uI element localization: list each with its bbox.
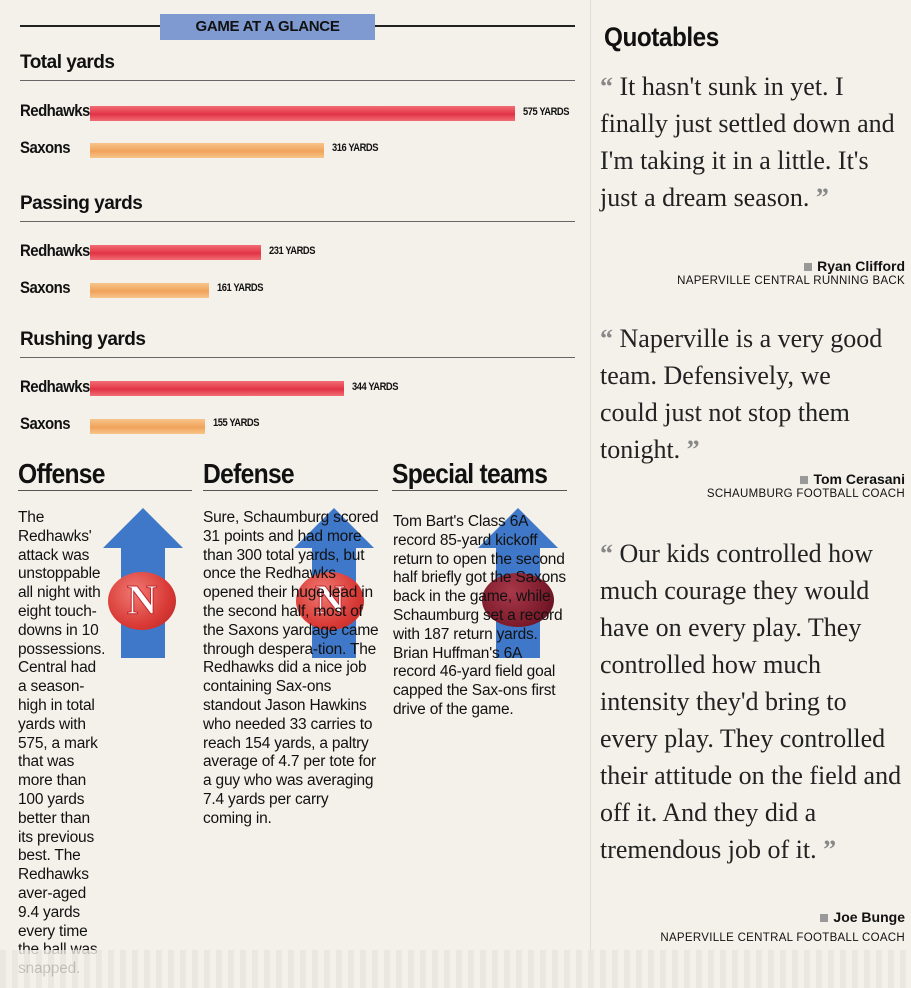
defense-rule: [203, 490, 378, 491]
speaker-name: Tom Cerasani: [800, 471, 905, 487]
speaker-name-text: Ryan Clifford: [817, 258, 905, 274]
open-quote-mark: “: [600, 72, 613, 101]
bar-rushing-redhawks: [90, 381, 344, 396]
quote-1: “ It hasn't sunk in yet. I finally just …: [600, 68, 900, 216]
close-quote-mark: ”: [686, 435, 700, 464]
section-rule: [20, 357, 575, 358]
quote-text: It hasn't sunk in yet. I finally just se…: [600, 72, 895, 212]
bar-total-saxons: [90, 143, 324, 158]
team-label: Saxons: [20, 138, 71, 157]
square-bullet-icon: [800, 476, 809, 484]
header-rule-right: [375, 25, 575, 27]
bar-total-redhawks: [90, 106, 515, 121]
speaker-name-text: Tom Cerasani: [813, 471, 905, 487]
speaker-title: NAPERVILLE CENTRAL RUNNING BACK: [677, 275, 905, 287]
team-label: Saxons: [20, 278, 71, 297]
section-rule: [20, 221, 575, 222]
offense-text: The Redhawks' attack was unstoppable all…: [18, 509, 188, 984]
square-bullet-icon: [820, 914, 829, 922]
helmet-letter: N: [126, 578, 158, 625]
defense-heading: Defense: [203, 458, 295, 489]
bar-value-total-saxons: 316 YARDS: [332, 142, 379, 154]
helmet-letter: N: [314, 578, 346, 625]
bar-value-passing-saxons: 161 YARDS: [217, 282, 264, 294]
defense-text: Sure, Schaumburg scored 31 points and ha…: [203, 509, 381, 834]
bar-value-rushing-saxons: 155 YARDS: [213, 417, 260, 429]
team-label: Saxons: [20, 414, 71, 433]
close-quote-mark: ”: [823, 835, 837, 864]
open-quote-mark: “: [600, 539, 613, 568]
offense-rule: [18, 490, 192, 491]
bar-passing-saxons: [90, 283, 209, 298]
bar-value-passing-redhawks: 231 YARDS: [269, 245, 316, 257]
special-teams-paragraph: Tom Bart's Class 6A record 85-yard kicko…: [393, 513, 566, 718]
speaker-title: SCHAUMBURG FOOTBALL COACH: [706, 488, 905, 500]
quote-text: Our kids controlled how much courage the…: [600, 539, 902, 864]
football-icon: [482, 573, 554, 627]
speaker-name-text: Joe Bunge: [833, 909, 905, 925]
speaker-name: Joe Bunge: [820, 909, 905, 925]
quote-2: “ Naperville is a very good team. Defens…: [600, 320, 890, 468]
team-label: Redhawks: [20, 377, 90, 396]
redhawks-helmet-icon: N: [296, 572, 364, 630]
bar-value-total-redhawks: 575 YARDS: [523, 106, 570, 118]
offense-heading: Offense: [18, 458, 106, 489]
header-rule-left: [20, 25, 160, 27]
open-quote-mark: “: [600, 324, 613, 353]
bar-rushing-saxons: [90, 419, 205, 434]
glance-title: GAME AT A GLANCE: [160, 14, 375, 40]
section-rule: [20, 80, 575, 81]
special-teams-heading: Special teams: [392, 458, 548, 489]
special-teams-text: Tom Bart's Class 6A record 85-yard kicko…: [393, 513, 568, 725]
speaker-name: Ryan Clifford: [804, 258, 905, 274]
close-quote-mark: ”: [815, 183, 829, 212]
quote-text: Naperville is a very good team. Defensiv…: [600, 324, 883, 464]
square-bullet-icon: [804, 263, 813, 271]
special-teams-rule: [392, 490, 567, 491]
redhawks-helmet-icon: N: [108, 572, 176, 630]
section-heading-total: Total yards: [20, 52, 115, 73]
section-heading-rushing: Rushing yards: [20, 329, 146, 350]
offense-paragraph: The Redhawks' attack was unstoppable all…: [18, 509, 106, 977]
section-heading-passing: Passing yards: [20, 193, 143, 214]
speaker-title: NAPERVILLE CENTRAL FOOTBALL COACH: [660, 932, 905, 944]
quote-3: “ Our kids controlled how much courage t…: [600, 535, 905, 868]
team-label: Redhawks: [20, 241, 90, 260]
team-label: Redhawks: [20, 101, 90, 120]
bar-passing-redhawks: [90, 245, 261, 260]
defense-paragraph: Sure, Schaumburg scored 31 points and ha…: [203, 509, 379, 827]
page-edge-strip: [0, 950, 911, 988]
column-divider: [590, 0, 591, 960]
bar-value-rushing-redhawks: 344 YARDS: [352, 381, 399, 393]
quotables-heading: Quotables: [604, 22, 719, 52]
